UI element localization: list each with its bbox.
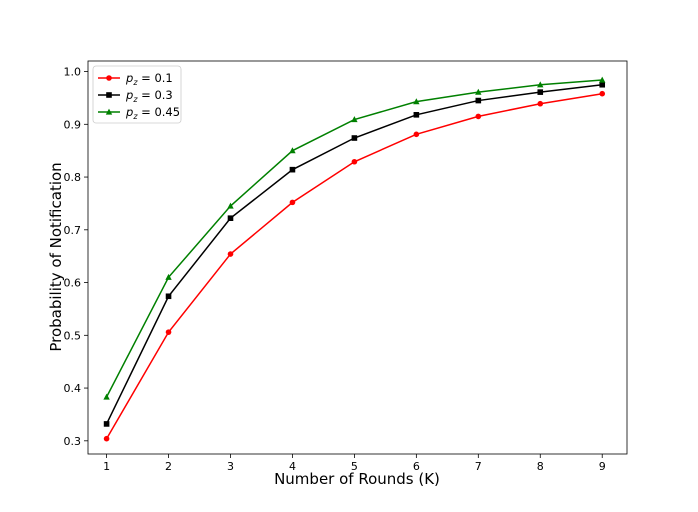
legend-entry: pz = 0.1 [98, 71, 173, 87]
x-tick-label: 3 [227, 460, 234, 473]
y-tick-label: 0.7 [64, 224, 82, 237]
y-axis-title: Probability of Notification [47, 162, 65, 351]
plot-area [103, 76, 606, 442]
data-point [227, 251, 234, 257]
data-point [289, 199, 296, 206]
data-point [165, 293, 172, 300]
legend-label: pz = 0.1 [125, 71, 173, 87]
data-point [475, 88, 482, 95]
legend-marker [105, 108, 113, 115]
x-tick-label: 1 [103, 460, 110, 473]
data-point [103, 435, 110, 442]
x-tick-label: 9 [599, 460, 606, 473]
x-tick-label: 2 [165, 460, 172, 473]
series-line-1 [105, 92, 603, 440]
axes: 1 2 3 4 5 6 7 8 9 0.3 0.4 0.5 0.6 0.7 0.8 0.9 1.0 [64, 60, 628, 473]
data-point [351, 158, 358, 165]
y-tick-label: 1.0 [64, 66, 82, 79]
legend-entry: pz = 0.45 [98, 105, 180, 121]
data-point [351, 116, 358, 123]
y-tick-label: 0.3 [64, 435, 82, 448]
series-2 [103, 81, 606, 427]
data-point [351, 135, 358, 141]
series-1 [103, 90, 606, 442]
legend-entry: pz = 0.3 [98, 88, 173, 104]
y-tick-label: 0.5 [64, 329, 82, 342]
legend-marker [106, 75, 112, 81]
y-tick-label: 0.6 [64, 277, 82, 290]
data-point [475, 113, 482, 120]
data-point [413, 112, 420, 118]
legend-label: pz = 0.3 [125, 88, 173, 104]
x-tick-label: 5 [351, 460, 358, 473]
x-tick-label: 6 [413, 460, 420, 473]
data-point [599, 76, 606, 83]
data-point [413, 131, 420, 138]
data-point [413, 98, 420, 105]
legend: pz = 0.1pz = 0.3pz = 0.45 [92, 65, 182, 124]
plot-frame [87, 60, 628, 455]
x-tick-label: 7 [475, 460, 482, 473]
x-axis-title: Number of Rounds (K) [274, 470, 440, 488]
data-point [289, 166, 296, 173]
x-tick-label: 8 [537, 460, 544, 473]
data-point [289, 147, 296, 154]
y-tick-label: 0.9 [64, 118, 82, 131]
series-line-3 [105, 79, 603, 398]
y-tick-label: 0.4 [64, 382, 82, 395]
data-point [537, 100, 544, 107]
data-point [227, 215, 234, 221]
x-tick-label: 4 [289, 460, 296, 473]
data-point [537, 81, 544, 88]
data-point [227, 202, 234, 209]
data-point [599, 81, 606, 88]
legend-marker [106, 92, 112, 98]
data-point [165, 273, 172, 280]
data-point [103, 393, 110, 400]
legend-label: pz = 0.45 [125, 105, 180, 121]
data-point [103, 421, 110, 427]
series-3 [103, 76, 606, 400]
legend-box [92, 65, 182, 124]
data-point [599, 90, 606, 97]
y-tick-label: 0.8 [64, 171, 82, 184]
data-point [537, 89, 544, 95]
data-point [165, 329, 172, 335]
data-point [475, 97, 482, 104]
